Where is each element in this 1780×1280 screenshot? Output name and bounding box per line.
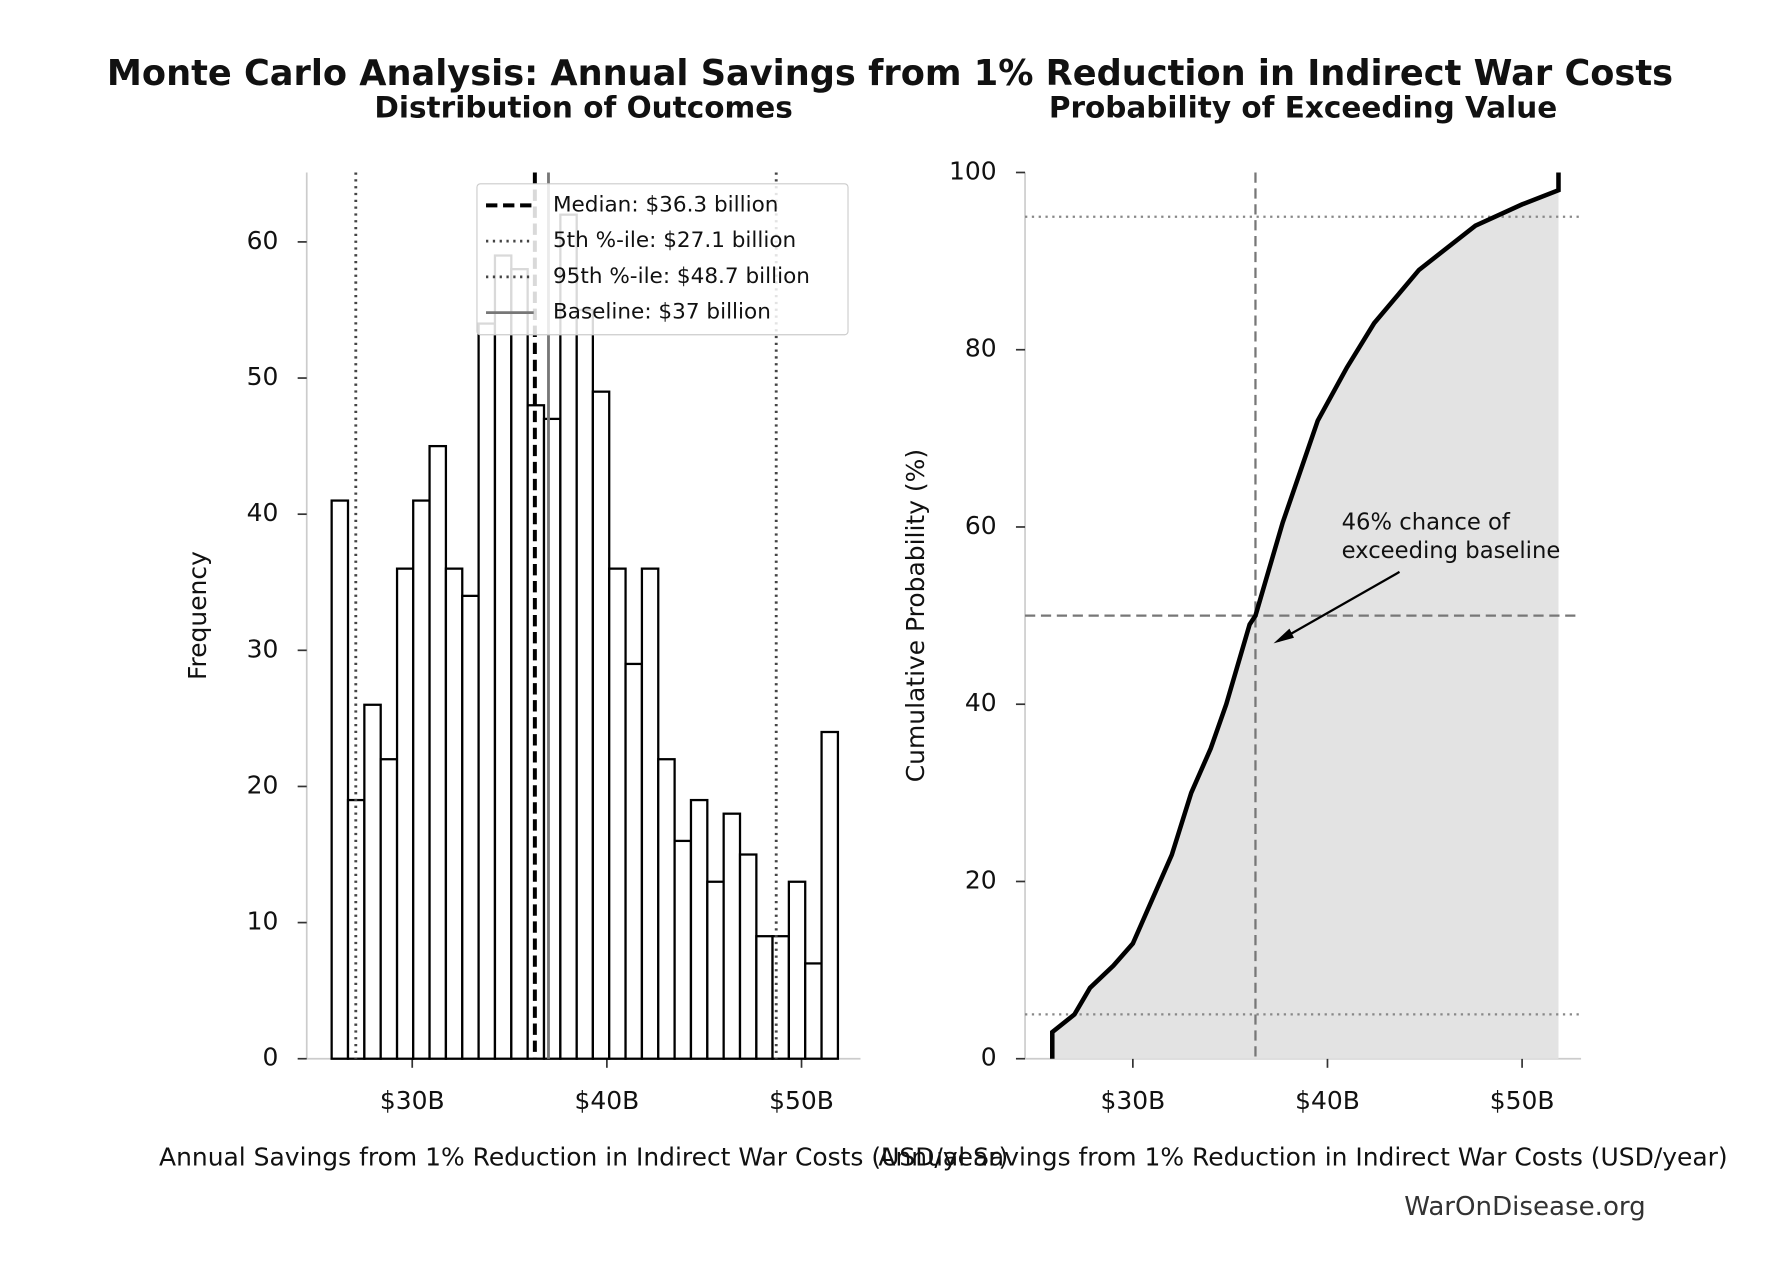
- histogram-bar: [787, 880, 807, 1060]
- legend-label: 95th %-ile: $48.7 billion: [553, 264, 810, 289]
- annotation: exceeding baseline: [1342, 538, 1561, 564]
- legend-box: [476, 183, 849, 336]
- histogram-bar: [608, 567, 627, 1060]
- subplot-title: Probability of Exceeding Value: [1049, 90, 1557, 124]
- y-tick-label: 60: [247, 226, 279, 255]
- y-axis-label: Frequency: [183, 551, 212, 680]
- annotation: 46% chance of: [1342, 510, 1511, 536]
- y-tick-label: 40: [247, 498, 279, 527]
- histogram-bar: [395, 567, 415, 1060]
- histogram-bar: [624, 662, 644, 1060]
- y-tick-label: 30: [247, 634, 279, 663]
- histogram-bar: [542, 417, 562, 1060]
- x-tick-label: $40B: [1295, 1086, 1360, 1115]
- histogram-bar: [559, 213, 578, 1060]
- histogram-bar: [673, 839, 693, 1060]
- histogram-bar: [510, 268, 529, 1060]
- y-tick-label: 60: [965, 511, 997, 540]
- histogram-bar: [820, 730, 840, 1060]
- histogram-bar: [363, 703, 382, 1060]
- x-axis-label: Annual Savings from 1% Reduction in Indi…: [878, 1143, 1727, 1172]
- histogram-bar: [804, 962, 823, 1060]
- y-tick-label: 0: [262, 1043, 278, 1072]
- x-tick-label: $50B: [1490, 1086, 1555, 1115]
- histogram-bar: [706, 880, 725, 1060]
- histogram-bar: [412, 499, 431, 1060]
- histogram-bar: [477, 322, 497, 1060]
- histogram-bar: [444, 567, 464, 1060]
- y-axis-label: Cumulative Probability (%): [901, 449, 930, 782]
- x-tick-label: $30B: [1100, 1086, 1165, 1115]
- histogram-bar: [591, 390, 611, 1060]
- y-tick-label: 0: [981, 1043, 997, 1072]
- y-tick-label: 10: [247, 907, 279, 936]
- annotation-arrowhead: [1273, 628, 1294, 644]
- y-tick-label: 20: [965, 865, 997, 894]
- y-tick-label: 20: [247, 770, 279, 799]
- histogram-bar: [738, 853, 758, 1060]
- legend-label: Baseline: $37 billion: [553, 300, 771, 325]
- figure-title: Monte Carlo Analysis: Annual Savings fro…: [107, 53, 1673, 94]
- legend: Median: $36.3 billion 5th %-ile: $27.1 bi…: [476, 183, 849, 336]
- histogram-bar: [755, 935, 774, 1060]
- histogram-bar: [640, 567, 660, 1060]
- x-tick-label: $40B: [575, 1086, 640, 1115]
- x-axis-label: Annual Savings from 1% Reduction in Indi…: [159, 1143, 1008, 1172]
- histogram-bar: [657, 758, 676, 1060]
- histogram-bar: [428, 444, 448, 1060]
- annotation-arrow: [1277, 570, 1401, 643]
- histogram-bar: [330, 499, 350, 1060]
- histogram-bar: [379, 758, 399, 1060]
- histogram-bar: [689, 798, 709, 1060]
- subplot-title: Distribution of Outcomes: [374, 90, 792, 124]
- legend-label: 5th %-ile: $27.1 billion: [553, 228, 796, 253]
- legend-label: Median: $36.3 billion: [553, 192, 778, 217]
- y-tick-label: 80: [965, 334, 997, 363]
- x-tick-label: $50B: [769, 1086, 834, 1115]
- footer: WarOnDisease.org: [1404, 1192, 1646, 1222]
- y-tick-label: 40: [965, 688, 997, 717]
- cdf-line: [1050, 172, 1561, 1059]
- histogram-bar: [575, 308, 594, 1060]
- histogram-bar: [493, 254, 513, 1060]
- histogram-bar: [461, 594, 480, 1060]
- x-tick-label: $30B: [380, 1086, 445, 1115]
- histogram-bar: [722, 812, 742, 1060]
- y-tick-label: 50: [247, 362, 279, 391]
- y-tick-label: 100: [949, 156, 997, 185]
